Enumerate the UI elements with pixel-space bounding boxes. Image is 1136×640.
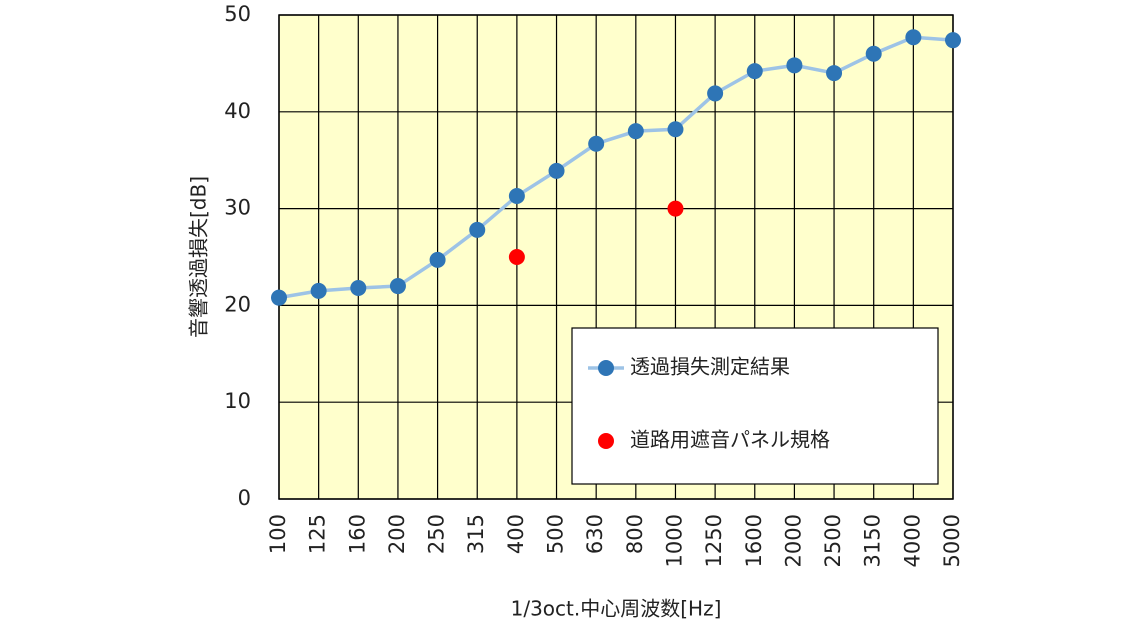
x-tick-label: 100 xyxy=(266,514,290,554)
data-point xyxy=(667,121,684,138)
data-point xyxy=(271,289,287,306)
data-point xyxy=(627,123,644,140)
legend-label: 透過損失測定結果 xyxy=(630,355,790,379)
x-tick-label: 1000 xyxy=(662,514,686,567)
x-tick-label: 1600 xyxy=(742,514,766,567)
data-point xyxy=(826,65,843,82)
y-tick-label: 10 xyxy=(224,389,251,413)
x-tick-label: 630 xyxy=(583,514,607,554)
legend-label: 道路用遮音パネル規格 xyxy=(630,428,830,452)
x-tick-label: 3150 xyxy=(861,514,885,567)
x-tick-label: 2500 xyxy=(821,514,845,567)
data-point xyxy=(786,57,803,74)
y-tick-label: 30 xyxy=(224,196,251,220)
x-tick-label: 1250 xyxy=(702,514,726,567)
data-point xyxy=(548,162,565,179)
x-tick-label: 160 xyxy=(345,514,369,554)
data-point xyxy=(667,200,684,217)
data-point xyxy=(865,45,882,62)
legend-marker xyxy=(598,360,614,376)
data-point xyxy=(350,279,367,296)
data-point xyxy=(389,278,406,295)
data-point xyxy=(945,32,961,49)
legend-marker xyxy=(598,433,614,449)
y-tick-label: 20 xyxy=(224,292,251,316)
x-tick-label: 200 xyxy=(385,514,409,554)
y-tick-label: 0 xyxy=(238,486,251,510)
x-tick-label: 800 xyxy=(623,514,647,554)
x-tick-label: 315 xyxy=(464,514,488,554)
data-point xyxy=(707,85,724,102)
x-tick-label: 5000 xyxy=(940,514,964,567)
data-point xyxy=(905,29,922,46)
y-axis-label: 音響透過損失[dB] xyxy=(187,176,211,338)
legend-box xyxy=(571,327,939,485)
data-point xyxy=(429,251,446,268)
data-point xyxy=(746,63,763,80)
y-tick-label: 40 xyxy=(224,99,251,123)
y-tick-label: 50 xyxy=(224,2,251,26)
x-axis-label: 1/3oct.中心周波数[Hz] xyxy=(511,597,722,621)
x-tick-label: 500 xyxy=(544,514,568,554)
x-tick-label: 400 xyxy=(504,514,528,554)
data-point xyxy=(469,221,486,238)
plot-border xyxy=(278,14,954,500)
x-tick-label: 250 xyxy=(425,514,449,554)
x-tick-label: 2000 xyxy=(781,514,805,567)
data-point xyxy=(588,135,605,152)
data-point xyxy=(508,188,525,205)
data-point xyxy=(508,249,525,265)
x-tick-label: 4000 xyxy=(900,514,924,567)
x-tick-label: 125 xyxy=(306,514,330,554)
data-point xyxy=(310,282,327,299)
